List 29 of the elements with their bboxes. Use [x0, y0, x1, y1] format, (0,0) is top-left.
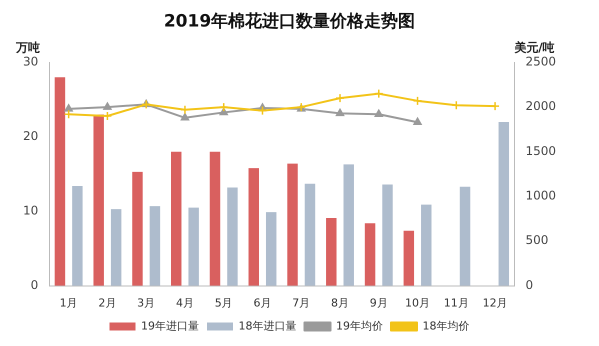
x-tick-label: 8月	[331, 296, 350, 310]
legend-label: 18年均价	[422, 319, 470, 332]
x-tick-label: 4月	[176, 296, 194, 310]
y-tick-label: 10	[22, 203, 38, 218]
y-axis-title: 万吨	[15, 40, 40, 55]
x-tick-label: 9月	[370, 296, 388, 310]
y-tick-label: 20	[22, 128, 38, 143]
x-tick-label: 12月	[482, 296, 508, 310]
y2-axis-title: 美元/吨	[513, 40, 555, 55]
legend-label: 18年进口量	[238, 319, 297, 332]
y2-tick-label: 2500	[525, 54, 556, 69]
legend-label: 19年均价	[336, 319, 383, 332]
x-tick-label: 2月	[98, 296, 116, 310]
y-tick-label: 30	[22, 54, 38, 69]
y2-tick-label: 2000	[525, 99, 556, 114]
y2-tick-label: 1000	[525, 188, 556, 203]
legend-label: 19年进口量	[141, 319, 200, 332]
x-tick-label: 10月	[405, 296, 430, 310]
y-tick-label: 0	[30, 278, 38, 292]
x-tick-label: 3月	[137, 296, 156, 310]
chart-title: 2019年棉花进口数量价格走势图	[164, 12, 416, 32]
x-tick-label: 7月	[292, 296, 310, 310]
x-tick-label: 6月	[253, 296, 272, 310]
y2-tick-label: 500	[525, 233, 548, 248]
x-tick-label: 5月	[214, 296, 233, 310]
x-tick-label: 11月	[444, 296, 469, 310]
x-tick-label: 1月	[60, 296, 78, 310]
y2-tick-label: 1500	[525, 144, 556, 158]
y2-tick-label: 0	[525, 278, 534, 292]
